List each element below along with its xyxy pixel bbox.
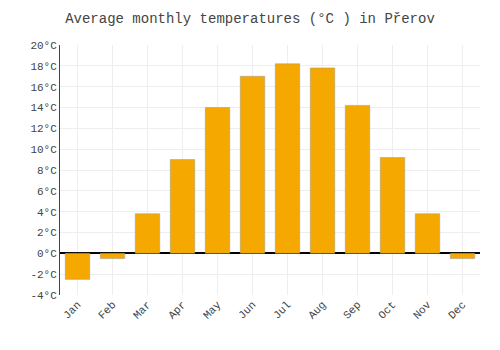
svg-text:Jul: Jul	[271, 299, 293, 321]
svg-text:20°C: 20°C	[30, 40, 57, 52]
svg-text:Sep: Sep	[341, 299, 363, 321]
svg-text:6°C: 6°C	[37, 186, 57, 198]
svg-text:4°C: 4°C	[37, 207, 57, 219]
svg-text:8°C: 8°C	[37, 165, 57, 177]
svg-text:0°C: 0°C	[37, 248, 57, 260]
svg-text:May: May	[201, 299, 224, 322]
svg-text:Apr: Apr	[166, 299, 188, 321]
svg-text:12°C: 12°C	[30, 123, 57, 135]
svg-text:Jun: Jun	[236, 299, 258, 321]
svg-text:Dec: Dec	[446, 299, 468, 321]
svg-text:-4°C: -4°C	[30, 290, 57, 302]
svg-text:Jan: Jan	[61, 299, 83, 321]
svg-text:10°C: 10°C	[30, 144, 57, 156]
svg-text:18°C: 18°C	[30, 61, 57, 73]
svg-text:Feb: Feb	[96, 299, 118, 321]
svg-text:Average monthly temperatures (: Average monthly temperatures (°C ) in Př…	[65, 11, 435, 27]
svg-text:-2°C: -2°C	[30, 269, 57, 281]
svg-text:2°C: 2°C	[37, 227, 57, 239]
svg-text:16°C: 16°C	[30, 82, 57, 94]
svg-text:Aug: Aug	[306, 299, 328, 321]
svg-text:14°C: 14°C	[30, 102, 57, 114]
svg-text:Mar: Mar	[131, 299, 153, 321]
svg-text:Nov: Nov	[411, 299, 434, 322]
svg-text:Oct: Oct	[376, 299, 398, 321]
